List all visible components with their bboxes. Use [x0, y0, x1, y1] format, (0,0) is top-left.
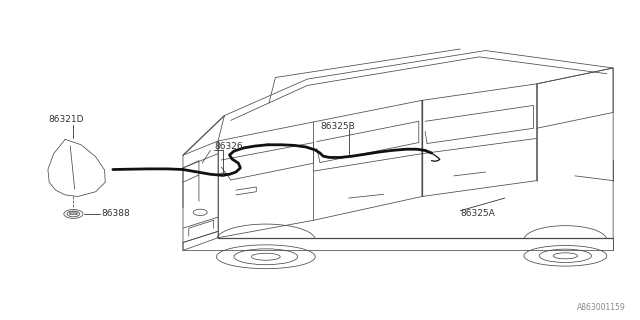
Text: 86325A: 86325A	[460, 209, 495, 219]
Text: 86321D: 86321D	[49, 115, 84, 124]
Text: 86326: 86326	[215, 142, 243, 151]
Text: 86325B: 86325B	[320, 122, 355, 131]
Text: 86388: 86388	[101, 209, 130, 219]
Text: A863001159: A863001159	[577, 303, 626, 312]
